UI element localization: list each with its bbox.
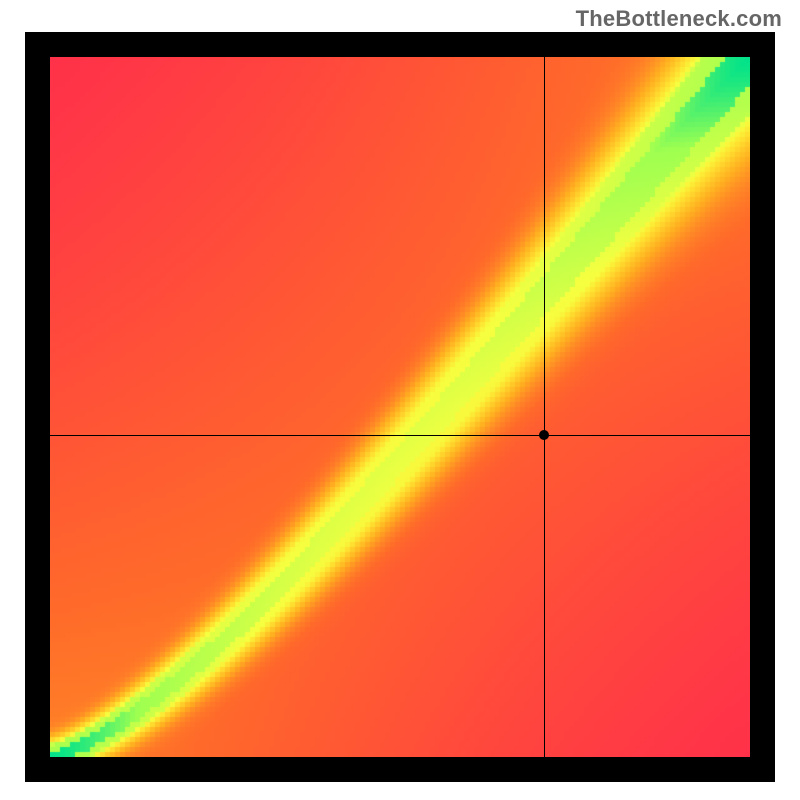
attribution-label: TheBottleneck.com [576,6,782,32]
heatmap-plot-area [50,57,750,757]
heatmap-frame [25,32,775,782]
crosshair-horizontal [50,435,750,436]
heatmap-canvas [50,57,750,757]
crosshair-marker-dot [539,430,549,440]
crosshair-vertical [544,57,545,757]
